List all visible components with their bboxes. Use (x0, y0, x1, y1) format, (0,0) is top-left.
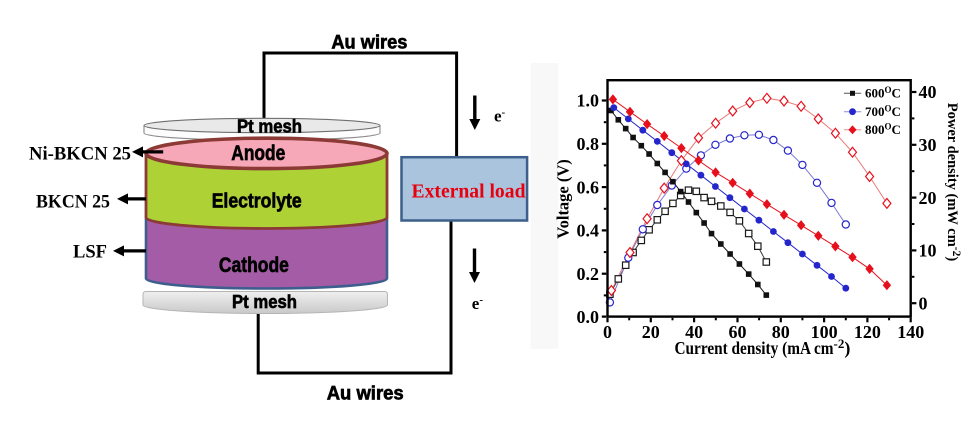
svg-text:0.2: 0.2 (577, 264, 600, 284)
svg-text:Current density (mA cm-2): Current density (mA cm-2) (675, 336, 851, 359)
svg-text:10: 10 (919, 241, 937, 261)
svg-text:120: 120 (854, 322, 881, 342)
svg-text:40: 40 (919, 82, 937, 102)
svg-text:Pt mesh: Pt mesh (232, 291, 297, 312)
svg-text:0.8: 0.8 (577, 134, 600, 154)
svg-text:e-: e- (472, 294, 484, 313)
svg-text:0: 0 (603, 322, 612, 342)
svg-text:BKCN 25: BKCN 25 (36, 192, 110, 213)
svg-text:20: 20 (919, 188, 937, 208)
svg-text:Pt mesh: Pt mesh (237, 116, 302, 137)
svg-text:External load: External load (412, 181, 526, 203)
svg-text:60: 60 (729, 322, 747, 342)
svg-text:80: 80 (772, 322, 790, 342)
svg-text:0: 0 (919, 293, 928, 313)
svg-text:Electrolyte: Electrolyte (212, 191, 302, 213)
svg-text:Ni-BKCN 25: Ni-BKCN 25 (29, 144, 131, 165)
svg-text:0.6: 0.6 (577, 177, 600, 197)
svg-text:Cathode: Cathode (219, 254, 289, 277)
svg-text:Anode: Anode (231, 142, 285, 165)
svg-text:700OC: 700OC (865, 104, 901, 120)
svg-text:LSF: LSF (73, 242, 107, 263)
svg-text:100: 100 (811, 322, 838, 342)
svg-text:40: 40 (685, 322, 703, 342)
svg-text:0.4: 0.4 (577, 221, 600, 241)
svg-text:Power density (mW cm-2): Power density (mW cm-2) (944, 103, 962, 262)
svg-text:Au wires: Au wires (331, 33, 407, 54)
svg-text:20: 20 (642, 322, 660, 342)
svg-text:30: 30 (919, 135, 937, 155)
svg-text:Au wires: Au wires (327, 384, 404, 405)
svg-text:Voltage (V): Voltage (V) (554, 159, 573, 239)
svg-text:140: 140 (897, 322, 924, 342)
svg-text:1.0: 1.0 (577, 91, 600, 111)
svg-text:0.0: 0.0 (577, 307, 600, 327)
svg-text:e-: e- (494, 107, 506, 126)
svg-text:800OC: 800OC (865, 122, 901, 138)
svg-text:600OC: 600OC (865, 85, 901, 101)
